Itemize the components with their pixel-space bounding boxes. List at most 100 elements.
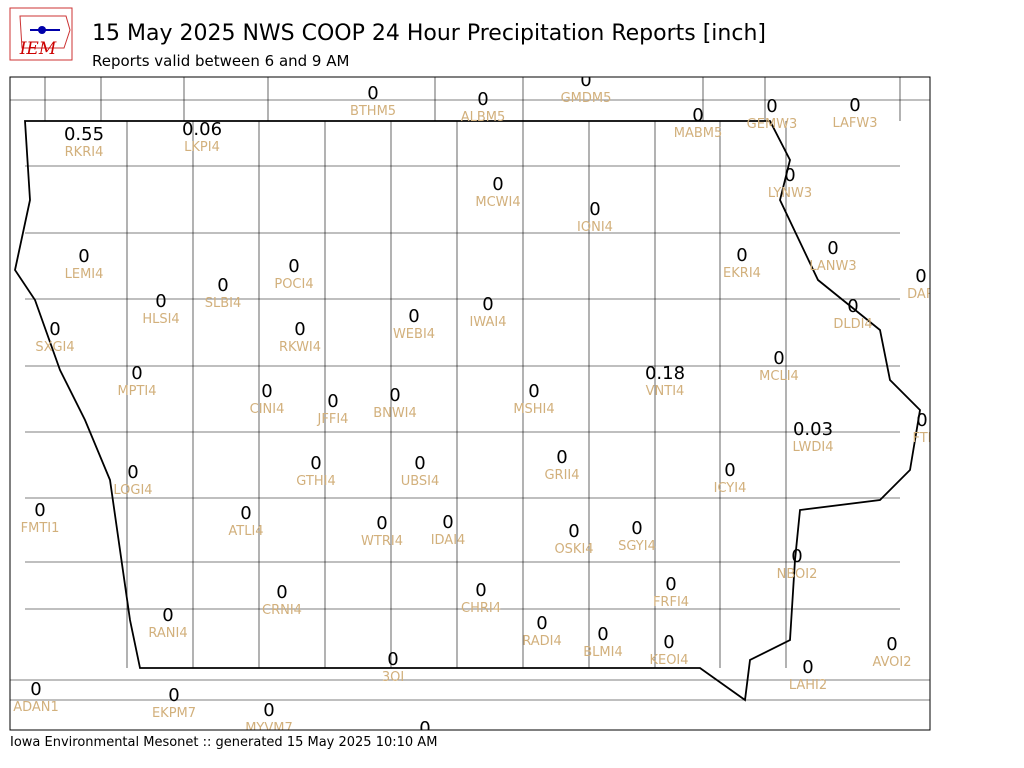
station-id: BNWI4 <box>373 406 417 421</box>
logo: IEM <box>9 7 73 61</box>
station-id: DAR <box>907 287 935 302</box>
station-id: OSKI4 <box>554 542 593 557</box>
station-value: 0.06 <box>182 119 222 140</box>
station-id: ICYI4 <box>714 481 747 496</box>
station-value: 0 <box>568 521 579 542</box>
station-id: BTHM5 <box>350 104 396 119</box>
station-value: 0 <box>442 512 453 533</box>
station-value: 0 <box>736 245 747 266</box>
station-id: RKWI4 <box>279 340 321 355</box>
station-value: 0 <box>475 580 486 601</box>
station-id: VNTI4 <box>646 384 685 399</box>
station-id: RKRI4 <box>65 145 104 160</box>
station-value: 0 <box>492 174 503 195</box>
station-value: 0 <box>30 679 41 700</box>
logo-outline <box>19 15 71 49</box>
station-id: CHRI4 <box>461 601 501 616</box>
station-id: SLBI4 <box>205 296 242 311</box>
station-value: 0 <box>915 266 926 287</box>
logo-mark <box>38 26 46 34</box>
station-id: RADI4 <box>522 634 562 649</box>
station-value: 0 <box>310 453 321 474</box>
station-id: LYNW3 <box>768 186 812 201</box>
station-value: 0 <box>536 613 547 634</box>
station-value: 0 <box>387 649 398 670</box>
station-value: 0 <box>827 238 838 259</box>
station-id: IDAI4 <box>431 533 466 548</box>
station-value: 0 <box>414 453 425 474</box>
station-value: 0 <box>847 296 858 317</box>
station-id: GEMW3 <box>747 117 798 132</box>
station-id: KEOI4 <box>649 653 688 668</box>
station-id: LAHI2 <box>789 678 827 693</box>
station-id: FMTI1 <box>21 521 60 536</box>
station-id: MSHI4 <box>513 402 554 417</box>
station-value: 0 <box>724 460 735 481</box>
station-value: 0 <box>419 718 430 739</box>
station-id: MABM5 <box>674 126 723 141</box>
station-value: 0 <box>49 319 60 340</box>
station-id: 3OI <box>382 670 404 685</box>
station-value: 0 <box>367 83 378 104</box>
station-value: 0 <box>276 582 287 603</box>
station-value: 0 <box>766 96 777 117</box>
station-id: DLDI4 <box>833 317 872 332</box>
station-id: HLSI4 <box>142 312 179 327</box>
station-id: CRNI4 <box>262 603 302 618</box>
station-id: LWDI4 <box>792 440 833 455</box>
station-value: 0 <box>327 391 338 412</box>
state-border <box>14 120 921 702</box>
station-value: 0 <box>389 385 400 406</box>
station-id: LEMI4 <box>65 267 104 282</box>
station-value: 0 <box>773 348 784 369</box>
station-value: 0 <box>34 500 45 521</box>
station-id: JFFI4 <box>317 412 349 427</box>
station-value: 0 <box>802 657 813 678</box>
title: 15 May 2025 NWS COOP 24 Hour Precipitati… <box>92 21 766 46</box>
station-value: 0 <box>631 518 642 539</box>
station-value: 0 <box>78 246 89 267</box>
station-value: 0 <box>556 447 567 468</box>
station-id: GRII4 <box>544 468 579 483</box>
station-value: 0.55 <box>64 124 104 145</box>
station-id: MCLI4 <box>759 369 799 384</box>
footer: Iowa Environmental Mesonet :: generated … <box>10 735 437 750</box>
station-id: NBOI2 <box>777 567 818 582</box>
station-value: 0 <box>597 624 608 645</box>
station-value: 0 <box>692 105 703 126</box>
station-id: ATLI4 <box>228 524 263 539</box>
station-id: EKRI4 <box>723 266 761 281</box>
station-id: SGYI4 <box>618 539 656 554</box>
station-id: BLMI4 <box>583 645 622 660</box>
station-id: FTI <box>912 431 931 446</box>
station-id: LKPI4 <box>184 140 220 155</box>
station-id: GTHI4 <box>296 474 335 489</box>
county-lines <box>10 77 930 701</box>
map: 0BTHM50ALBM50GMDM50MABM50GEMW30LAFW30.55… <box>10 77 935 739</box>
station-id: MPTI4 <box>117 384 156 399</box>
station-id: IWAI4 <box>470 315 507 330</box>
station-value: 0 <box>482 294 493 315</box>
station-value: 0 <box>168 685 179 706</box>
station-value: 0 <box>886 634 897 655</box>
station-id: SXGI4 <box>35 340 74 355</box>
station-value: 0 <box>127 462 138 483</box>
map-frame <box>9 76 931 731</box>
station-value: 0 <box>916 410 927 431</box>
station-id: MYVM7 <box>245 721 293 736</box>
station-id: UBSI4 <box>401 474 440 489</box>
station-id: GMDM5 <box>561 91 612 106</box>
station-id: POCI4 <box>274 277 313 292</box>
station-value: 0 <box>162 605 173 626</box>
station-value: 0.03 <box>793 419 833 440</box>
station-value: 0 <box>294 319 305 340</box>
station-id: IONI4 <box>577 220 613 235</box>
station-id: LANW3 <box>809 259 856 274</box>
station-value: 0 <box>131 363 142 384</box>
station-value: 0 <box>288 256 299 277</box>
station-id: FRFI4 <box>653 595 689 610</box>
station-id: EKPM7 <box>152 706 196 721</box>
station-value: 0 <box>663 632 674 653</box>
